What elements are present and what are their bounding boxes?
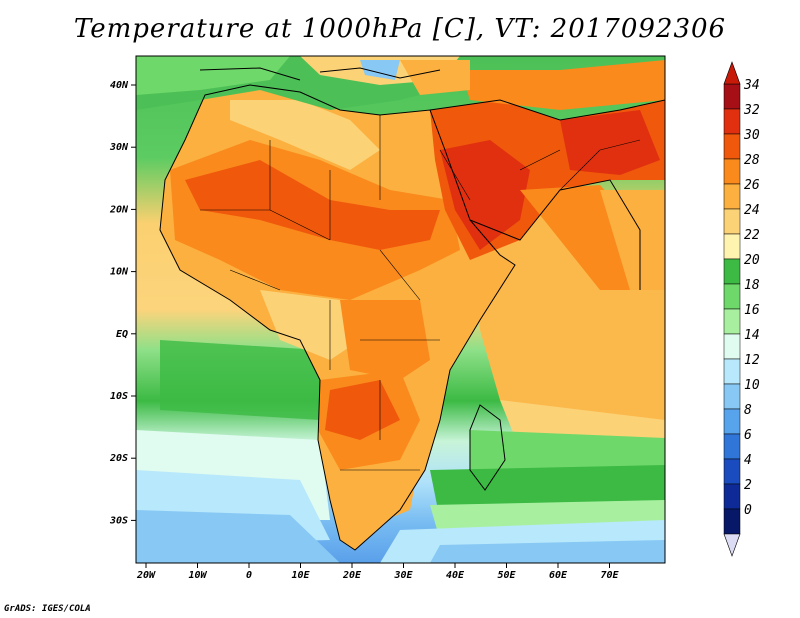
lat-label: 10S <box>110 391 128 402</box>
colorbar-swatch <box>723 283 741 310</box>
colorbar-label: 14 <box>744 328 760 343</box>
colorbar-swatch <box>723 358 741 385</box>
lon-label: 20W <box>136 570 156 581</box>
lon-label: 10E <box>291 570 310 581</box>
colorbar-label: 32 <box>743 103 760 118</box>
lat-label: 20S <box>109 453 128 464</box>
lat-axis: 40N 30N 20N 10N EQ 10S 20S 30S <box>109 80 136 526</box>
coastlines <box>159 67 665 551</box>
colorbar-label: 26 <box>744 178 760 193</box>
lat-label: 30S <box>109 515 128 526</box>
colorbar-swatch <box>723 108 741 135</box>
colorbar-swatch <box>723 483 741 510</box>
lat-label: EQ <box>116 329 128 340</box>
colorbar-swatch <box>723 308 741 335</box>
colorbar-swatch <box>723 333 741 360</box>
lon-label: 60E <box>549 570 568 581</box>
colorbar-swatch <box>723 83 741 110</box>
colorbar-swatch <box>723 208 741 235</box>
colorbar-swatch <box>723 233 741 260</box>
lat-label: 10N <box>110 267 129 278</box>
country-borders <box>200 115 641 471</box>
colorbar-label: 16 <box>744 303 760 318</box>
colorbar-swatch <box>723 508 741 535</box>
colorbar-top-arrow <box>723 61 741 85</box>
lon-label: 30E <box>393 570 413 581</box>
lat-label: 40N <box>110 80 129 91</box>
lat-label: 20N <box>109 204 129 215</box>
colorbar-label: 34 <box>743 78 760 93</box>
colorbar-label: 20 <box>744 253 760 268</box>
colorbar-bottom-arrow <box>723 533 741 557</box>
colorbar-swatch <box>723 133 741 160</box>
colorbar-label: 10 <box>744 378 760 393</box>
chart-title: Temperature at 1000hPa [C], VT: 20170923… <box>73 14 727 44</box>
lon-label: 70E <box>600 570 619 581</box>
colorbar-label: 2 <box>744 478 752 493</box>
lon-axis: 20W 10W 0 10E 20E 30E 40E 50E 60E 70E <box>136 563 620 581</box>
colorbar-label: 6 <box>744 428 752 443</box>
colorbar-label: 24 <box>744 203 760 218</box>
colorbar-swatch <box>723 383 741 410</box>
colorbar-label: 28 <box>744 153 760 168</box>
lon-label: 40E <box>446 570 465 581</box>
colorbar-label: 4 <box>744 453 752 468</box>
colorbar-swatch <box>723 158 741 185</box>
colorbar-swatch <box>723 433 741 460</box>
colorbar-label: 22 <box>744 228 760 243</box>
credit-text: GrADS: IGES/COLA <box>4 604 91 614</box>
map-frame <box>135 55 666 564</box>
lon-label: 10W <box>188 570 207 581</box>
colorbar-swatch <box>723 458 741 485</box>
lat-label: 30N <box>109 142 129 153</box>
lon-label: 20E <box>342 570 362 581</box>
map-plot-area <box>136 56 665 563</box>
lon-label: 50E <box>497 570 516 581</box>
colorbar-swatch <box>723 258 741 285</box>
colorbar-swatch <box>723 408 741 435</box>
colorbar-label: 18 <box>744 278 760 293</box>
lon-label: 0 <box>246 570 252 581</box>
colorbar-label: 30 <box>743 128 760 143</box>
colorbar-label: 12 <box>744 353 760 368</box>
colorbar-swatch <box>723 183 741 210</box>
colorbar-label: 0 <box>744 503 752 518</box>
colorbar-label: 8 <box>744 403 752 418</box>
